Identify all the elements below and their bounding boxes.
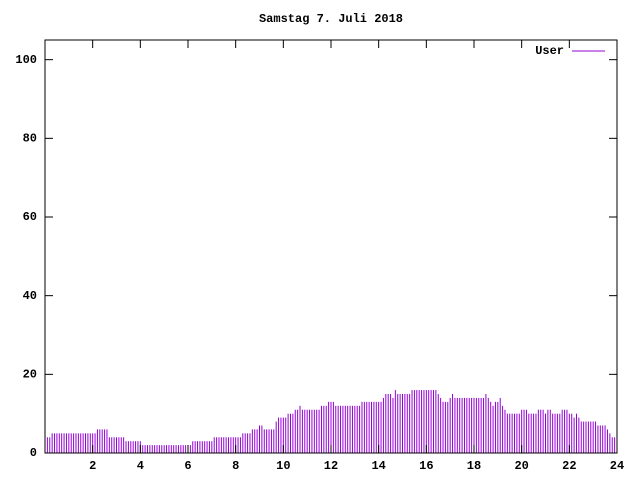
x-tick-label: 18 — [467, 459, 481, 473]
x-tick-label: 2 — [89, 459, 96, 473]
y-tick-label: 40 — [23, 289, 37, 303]
legend-label: User — [535, 44, 564, 58]
plot-frame — [44, 39, 618, 454]
x-tick-label: 16 — [419, 459, 433, 473]
x-tick-label: 24 — [610, 459, 624, 473]
x-tick-label: 20 — [514, 459, 528, 473]
x-tick-label: 6 — [184, 459, 191, 473]
x-tick-label: 12 — [324, 459, 338, 473]
x-tick-label: 8 — [232, 459, 239, 473]
y-tick-label: 100 — [15, 53, 37, 67]
x-tick-label: 10 — [276, 459, 290, 473]
y-tick-label: 0 — [30, 446, 37, 460]
y-tick-label: 20 — [23, 368, 37, 382]
chart-title: Samstag 7. Juli 2018 — [259, 12, 403, 26]
y-tick-label: 60 — [23, 210, 37, 224]
x-tick-label: 22 — [562, 459, 576, 473]
x-tick-label: 4 — [137, 459, 144, 473]
y-tick-label: 80 — [23, 132, 37, 146]
x-tick-label: 14 — [371, 459, 385, 473]
